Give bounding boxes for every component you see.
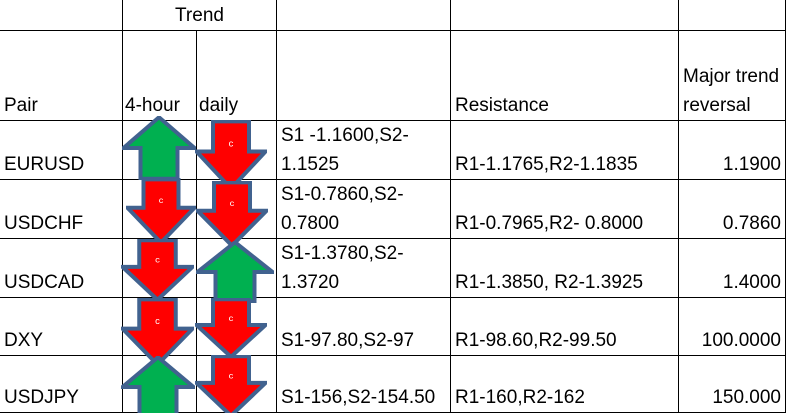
header-empty-cell[interactable]: [679, 0, 786, 31]
arrow-up-icon[interactable]: [121, 356, 195, 413]
arrow-label: c: [229, 371, 234, 380]
cell-reversal[interactable]: 1.1900: [679, 121, 786, 180]
arrow-up-icon[interactable]: [196, 241, 274, 303]
header-4-hour[interactable]: 4-hour: [123, 31, 197, 121]
cell-pair[interactable]: USDJPY: [0, 356, 123, 413]
arrow-down-icon[interactable]: c: [121, 298, 194, 366]
arrow-down-icon[interactable]: c: [195, 298, 267, 358]
arrow-label: c: [159, 195, 164, 205]
cell-reversal[interactable]: 150.000: [679, 356, 786, 413]
arrow-down-icon[interactable]: c: [126, 178, 196, 244]
cell-reversal[interactable]: 100.0000: [679, 298, 786, 356]
cell-reversal[interactable]: 1.4000: [679, 239, 786, 298]
cell-resistance[interactable]: R1-98.60,R2-99.50: [451, 298, 679, 356]
arrow-label: c: [230, 198, 235, 208]
header-empty-cell[interactable]: [451, 0, 679, 31]
cell-pair[interactable]: USDCHF: [0, 180, 123, 239]
header-major-trend-reversal[interactable]: Major trend reversal: [679, 31, 786, 121]
arrow-up-icon[interactable]: [122, 116, 196, 180]
cell-resistance[interactable]: R1-0.7965,R2- 0.8000: [451, 180, 679, 239]
arrow-down-icon[interactable]: c: [195, 120, 267, 190]
header-daily[interactable]: daily: [197, 31, 277, 121]
cell-support[interactable]: S1-156,S2-154.50: [277, 356, 451, 413]
arrow-label: c: [229, 139, 234, 149]
arrow-label: c: [229, 314, 234, 323]
cell-support[interactable]: S1-0.7860,S2-0.7800: [277, 180, 451, 239]
header-empty-cell[interactable]: [0, 0, 123, 31]
header-support[interactable]: [277, 31, 451, 121]
arrow-label: c: [155, 316, 160, 326]
cell-resistance[interactable]: R1-1.3850, R2-1.3925: [451, 239, 679, 298]
cell-reversal[interactable]: 0.7860: [679, 180, 786, 239]
arrow-down-icon[interactable]: c: [195, 355, 267, 413]
cell-pair[interactable]: DXY: [0, 298, 123, 356]
cell-resistance[interactable]: R1-160,R2-162: [451, 356, 679, 413]
cell-resistance[interactable]: R1-1.1765,R2-1.1835: [451, 121, 679, 180]
arrow-down-icon[interactable]: c: [196, 181, 268, 247]
cell-pair[interactable]: EURUSD: [0, 121, 123, 180]
header-resistance[interactable]: Resistance: [451, 31, 679, 121]
header-pair[interactable]: Pair: [0, 31, 123, 121]
arrow-down-icon[interactable]: c: [121, 239, 194, 301]
cell-pair[interactable]: USDCAD: [0, 239, 123, 298]
arrow-label: c: [155, 255, 160, 264]
cell-support[interactable]: S1-1.3780,S2-1.3720: [277, 239, 451, 298]
cell-support[interactable]: S1-97.80,S2-97: [277, 298, 451, 356]
header-trend[interactable]: Trend: [123, 0, 277, 31]
cell-support[interactable]: S1 -1.1600,S2-1.1525: [277, 121, 451, 180]
header-empty-cell[interactable]: [277, 0, 451, 31]
